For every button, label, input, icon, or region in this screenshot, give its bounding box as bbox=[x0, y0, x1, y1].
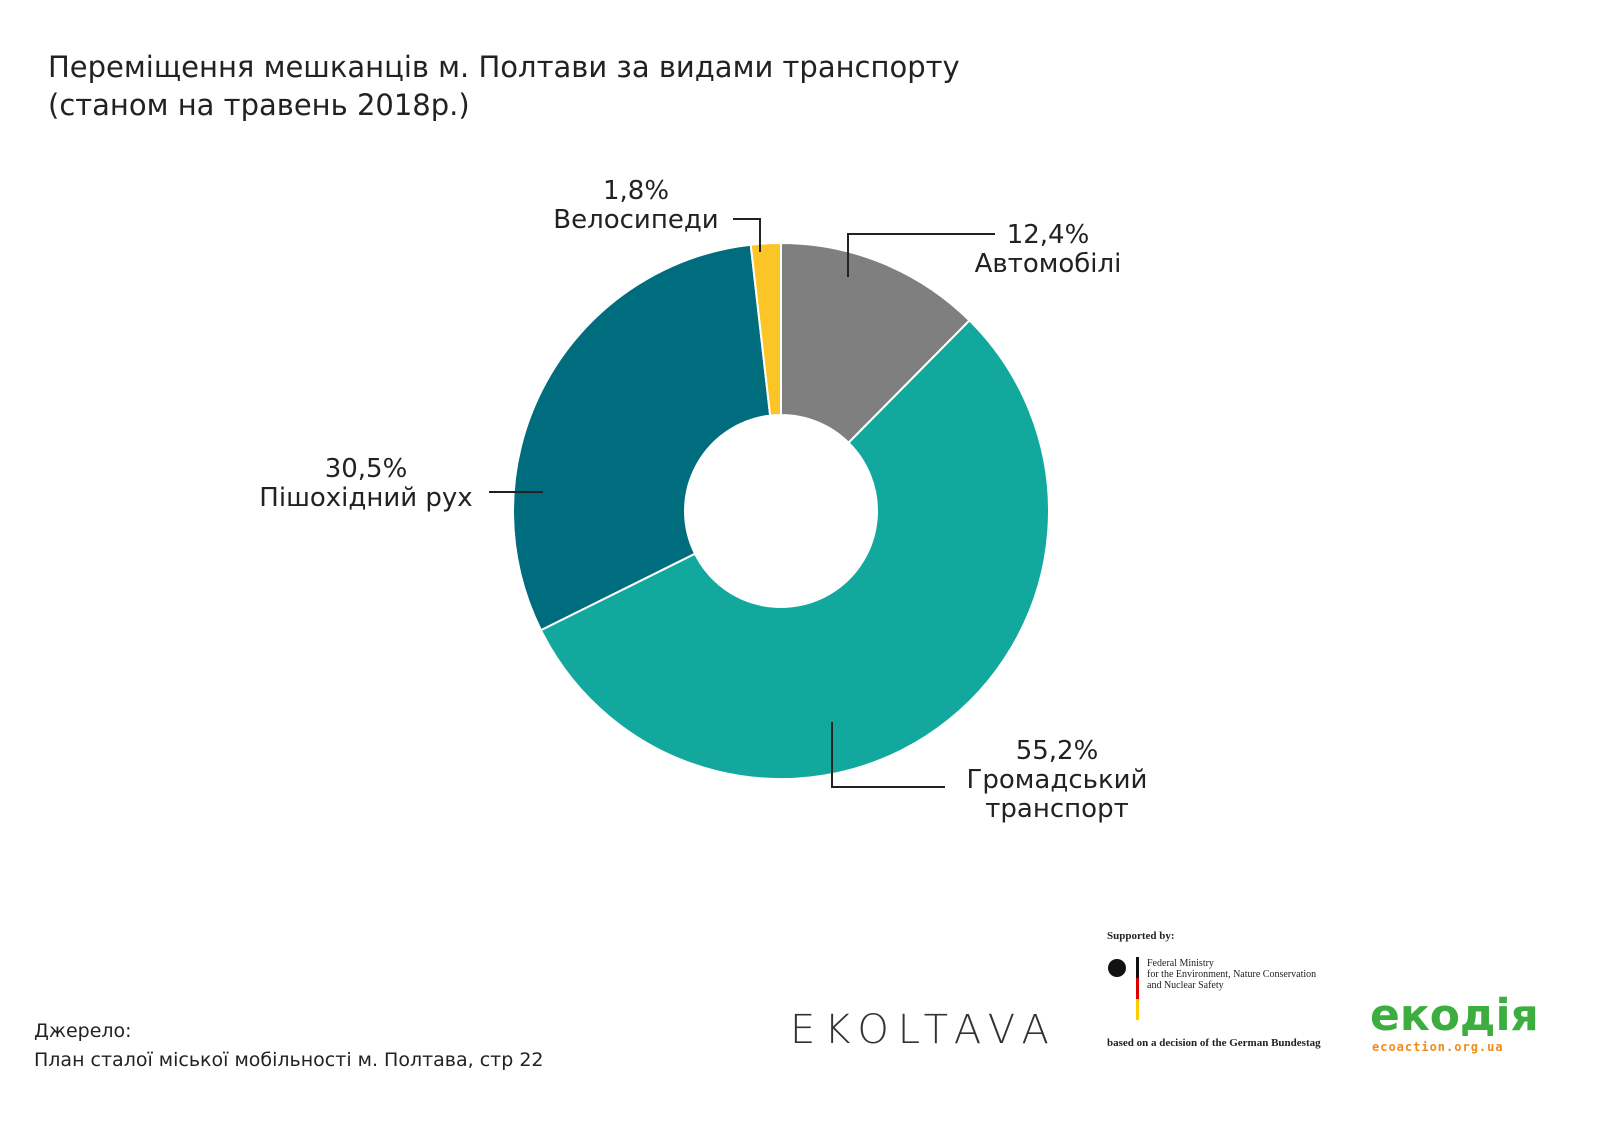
value-label: 55,2% bbox=[1015, 736, 1099, 766]
leader-lines bbox=[489, 218, 995, 788]
ekoltava-logo: EKOLTAVA bbox=[790, 1007, 1058, 1053]
leader-line bbox=[847, 233, 995, 277]
bundestag: based on a decision of the German Bundes… bbox=[1107, 1037, 1321, 1049]
bundestag-logo bbox=[1108, 957, 1139, 1020]
category-label: Громадський транспорт bbox=[966, 765, 1148, 824]
source: План сталої міської мобільності м. Полта… bbox=[34, 1049, 544, 1071]
ministry-line: Federal Ministry bbox=[1147, 958, 1214, 969]
ministry: Federal Ministry for the Environment, Na… bbox=[1147, 958, 1316, 991]
value-label: 1,8% bbox=[602, 176, 670, 206]
supported-by: Supported by: bbox=[1107, 930, 1175, 942]
slice-label: 1,8% Велосипеди bbox=[516, 177, 756, 235]
slice bbox=[539, 319, 1050, 780]
slice bbox=[780, 241, 971, 445]
leader-line bbox=[831, 722, 945, 788]
leader-line bbox=[733, 218, 761, 252]
value-label: 12,4% bbox=[1006, 220, 1090, 250]
slice-label: 30,5% Пішохідний рух bbox=[246, 455, 486, 513]
donut bbox=[512, 241, 1050, 780]
ekodiya-logo: екодія bbox=[1370, 990, 1539, 1041]
ministry-line: and Nuclear Safety bbox=[1147, 980, 1224, 991]
value-label: 30,5% bbox=[324, 454, 408, 484]
ministry-line: for the Environment, Nature Conservation bbox=[1147, 969, 1317, 980]
ekodiya-url: ecoaction.org.ua bbox=[1372, 1040, 1504, 1054]
category-label: Пішохідний рух bbox=[259, 483, 473, 513]
chart-subtitle: (станом на травень 2018р.) bbox=[48, 88, 470, 122]
slice-label: 12,4% Автомобілі bbox=[928, 221, 1168, 279]
category-label: Автомобілі bbox=[974, 249, 1122, 279]
chart-title: Переміщення мешканців м. Полтави за вида… bbox=[48, 50, 960, 84]
category-label: Велосипеди bbox=[553, 205, 719, 235]
source-label: Джерело: bbox=[34, 1020, 132, 1042]
slice-label: 55,2% Громадський транспорт bbox=[957, 737, 1157, 824]
slice bbox=[512, 243, 772, 632]
